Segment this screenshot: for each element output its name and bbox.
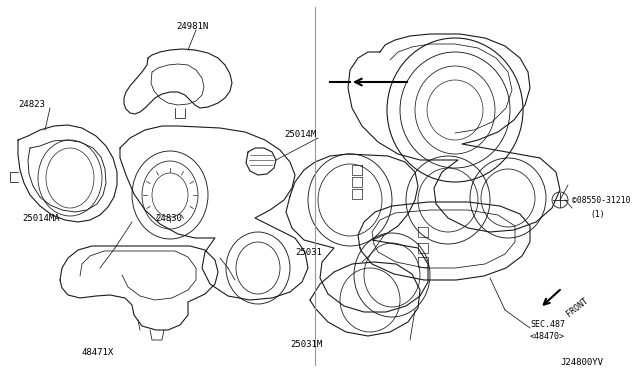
Text: 25014M: 25014M xyxy=(284,130,316,139)
Text: 25031: 25031 xyxy=(295,248,322,257)
Text: ©08550-31210: ©08550-31210 xyxy=(572,196,630,205)
Text: <48470>: <48470> xyxy=(530,332,565,341)
Text: J24800YV: J24800YV xyxy=(560,358,603,367)
Text: 25014MA: 25014MA xyxy=(22,214,60,223)
Text: 25031M: 25031M xyxy=(290,340,323,349)
Text: 48471X: 48471X xyxy=(82,348,115,357)
Text: 24823: 24823 xyxy=(18,100,45,109)
Text: SEC.487: SEC.487 xyxy=(530,320,565,329)
Text: (1): (1) xyxy=(590,210,605,219)
Text: FRONT: FRONT xyxy=(565,296,590,318)
Text: 24830: 24830 xyxy=(155,214,182,223)
Text: 24981N: 24981N xyxy=(176,22,208,31)
